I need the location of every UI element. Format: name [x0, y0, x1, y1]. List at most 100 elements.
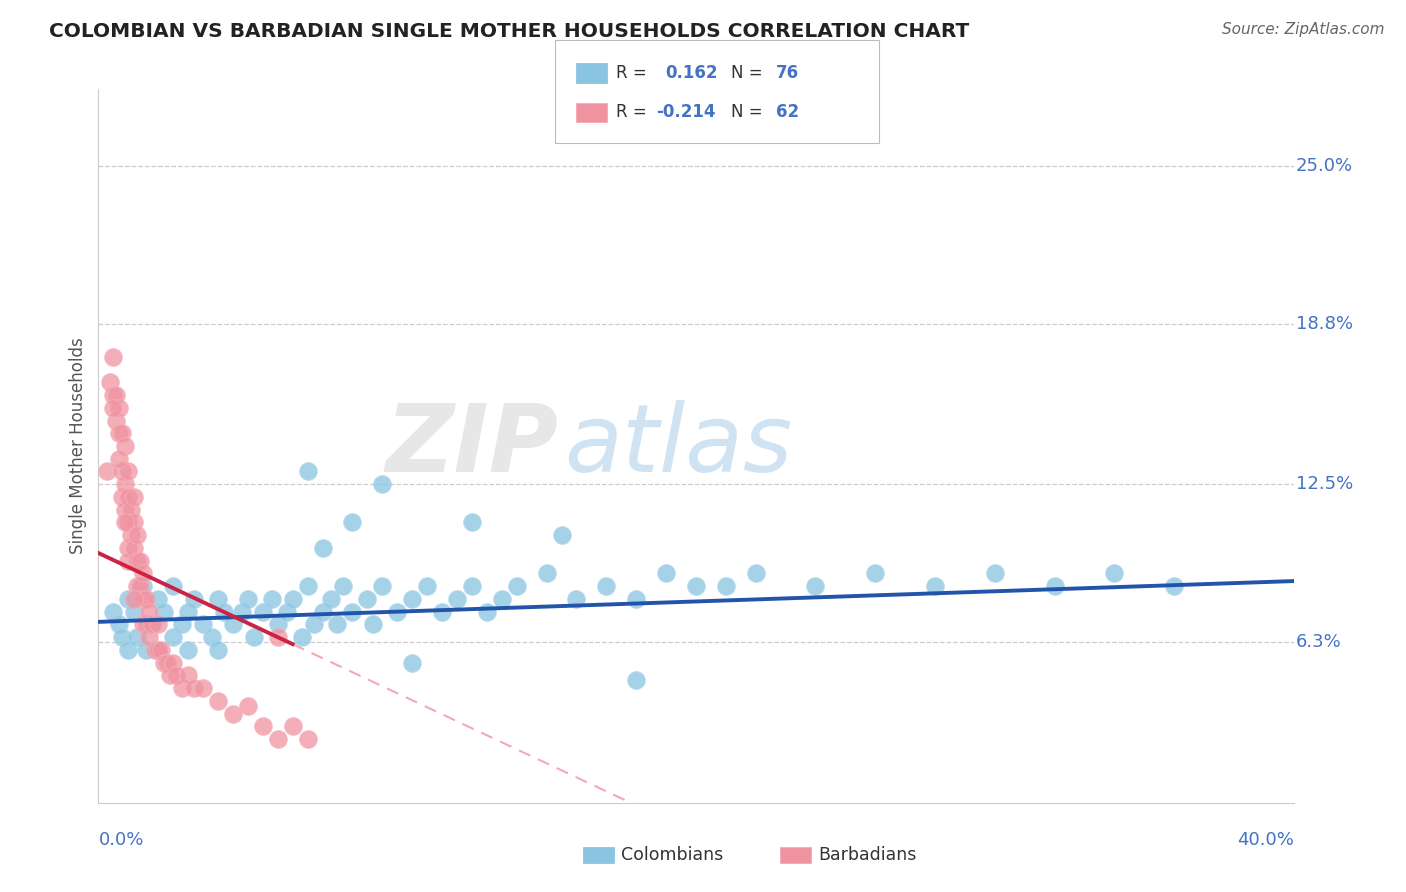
Point: [124, 541, 146, 555]
Point: [183, 681, 205, 695]
Point: [714, 579, 737, 593]
Point: [135, 591, 157, 606]
Point: [105, 413, 128, 427]
Text: 25.0%: 25.0%: [1296, 157, 1353, 175]
Point: [124, 605, 146, 619]
Point: [138, 630, 160, 644]
Point: [165, 668, 187, 682]
Point: [311, 541, 333, 555]
Point: [150, 643, 173, 657]
Point: [311, 605, 333, 619]
Point: [267, 732, 290, 747]
Point: [148, 617, 170, 632]
Point: [108, 401, 131, 415]
Point: [416, 579, 439, 593]
Point: [127, 630, 149, 644]
Text: R =: R =: [616, 64, 647, 82]
Point: [297, 465, 319, 479]
Text: atlas: atlas: [565, 401, 793, 491]
Point: [804, 579, 827, 593]
Point: [162, 656, 184, 670]
Point: [297, 579, 319, 593]
Point: [1104, 566, 1126, 581]
Point: [297, 732, 319, 747]
Point: [129, 554, 152, 568]
Point: [124, 591, 146, 606]
Y-axis label: Single Mother Households: Single Mother Households: [69, 338, 87, 554]
Point: [236, 591, 259, 606]
Point: [321, 591, 343, 606]
Point: [120, 502, 142, 516]
Point: [1163, 579, 1185, 593]
Point: [138, 605, 160, 619]
Point: [207, 643, 229, 657]
Text: COLOMBIAN VS BARBADIAN SINGLE MOTHER HOUSEHOLDS CORRELATION CHART: COLOMBIAN VS BARBADIAN SINGLE MOTHER HOU…: [49, 22, 970, 41]
Point: [342, 605, 364, 619]
Point: [117, 541, 139, 555]
Point: [212, 605, 235, 619]
Point: [236, 698, 259, 713]
Text: 18.8%: 18.8%: [1296, 315, 1353, 333]
Point: [222, 706, 245, 721]
Point: [356, 591, 378, 606]
Point: [332, 579, 354, 593]
Point: [132, 591, 155, 606]
Point: [231, 605, 253, 619]
Point: [565, 591, 588, 606]
Text: -0.214: -0.214: [657, 103, 716, 121]
Point: [141, 617, 163, 632]
Point: [595, 579, 617, 593]
Point: [302, 617, 325, 632]
Text: Colombians: Colombians: [621, 847, 724, 864]
Point: [984, 566, 1007, 581]
Point: [111, 426, 134, 441]
Point: [491, 591, 513, 606]
Point: [153, 656, 176, 670]
Point: [135, 643, 157, 657]
Point: [745, 566, 768, 581]
Point: [461, 516, 484, 530]
Point: [207, 591, 229, 606]
Point: [111, 490, 134, 504]
Point: [536, 566, 558, 581]
Point: [103, 605, 125, 619]
Text: Barbadians: Barbadians: [818, 847, 917, 864]
Point: [385, 605, 409, 619]
Text: 0.0%: 0.0%: [98, 831, 143, 849]
Point: [132, 566, 155, 581]
Point: [108, 451, 131, 466]
Point: [108, 426, 131, 441]
Point: [117, 591, 139, 606]
Point: [103, 401, 125, 415]
Point: [148, 643, 170, 657]
Point: [267, 617, 290, 632]
Point: [865, 566, 887, 581]
Point: [446, 591, 468, 606]
Point: [105, 388, 128, 402]
Point: [114, 477, 136, 491]
Point: [252, 719, 274, 733]
Point: [127, 528, 149, 542]
Point: [177, 643, 200, 657]
Point: [655, 566, 678, 581]
Point: [103, 388, 125, 402]
Point: [201, 630, 224, 644]
Point: [159, 668, 181, 682]
Point: [98, 376, 122, 390]
Point: [103, 350, 125, 364]
Text: 76: 76: [776, 64, 799, 82]
Point: [1043, 579, 1066, 593]
Point: [191, 681, 214, 695]
Point: [326, 617, 349, 632]
Point: [243, 630, 266, 644]
Point: [183, 591, 205, 606]
Text: ZIP: ZIP: [385, 400, 558, 492]
Point: [127, 554, 149, 568]
Point: [114, 502, 136, 516]
Point: [117, 516, 139, 530]
Text: N =: N =: [731, 103, 762, 121]
Point: [108, 617, 131, 632]
Point: [363, 617, 385, 632]
Point: [111, 630, 134, 644]
Point: [924, 579, 946, 593]
